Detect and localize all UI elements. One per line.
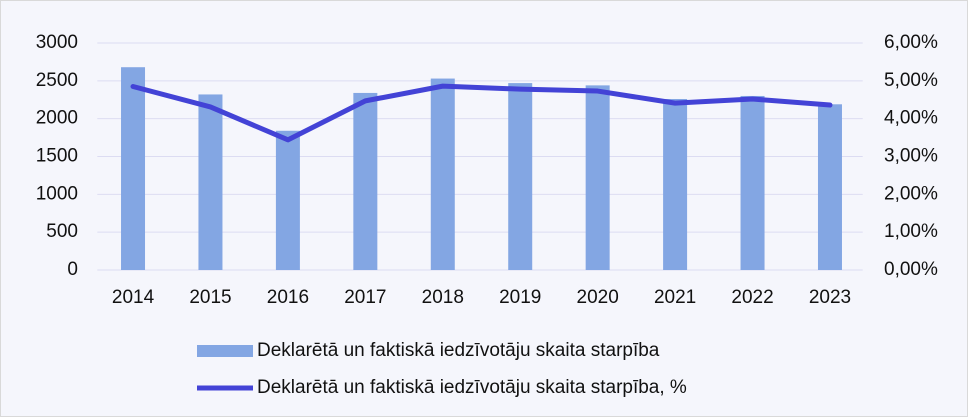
- x-tick-label: 2017: [344, 287, 386, 308]
- bar: [508, 83, 533, 270]
- y-tick-label: 0: [67, 259, 78, 280]
- legend-label: Deklarētā un faktiskā iedzīvotāju skaita…: [257, 340, 660, 361]
- x-tick-label: 2020: [577, 287, 619, 308]
- y2-tick-label: 0,00%: [884, 259, 938, 280]
- y-tick-label: 3000: [36, 32, 78, 53]
- bar: [353, 92, 378, 270]
- x-tick-label: 2014: [112, 287, 155, 308]
- bar: [817, 104, 842, 270]
- x-tick-label: 2023: [809, 287, 851, 308]
- y-tick-label: 2500: [36, 70, 78, 91]
- legend-label: Deklarētā un faktiskā iedzīvotāju skaita…: [257, 377, 687, 398]
- y2-tick-label: 5,00%: [884, 70, 938, 91]
- bar: [198, 94, 223, 270]
- y-tick-label: 2000: [36, 108, 78, 129]
- legend-swatch: [197, 345, 253, 357]
- bar: [663, 98, 688, 270]
- y2-tick-label: 3,00%: [884, 146, 938, 167]
- y2-tick-label: 2,00%: [884, 183, 938, 204]
- bar: [430, 78, 455, 271]
- bar: [740, 95, 765, 270]
- bar: [275, 130, 300, 270]
- y-tick-label: 1000: [36, 183, 78, 204]
- y2-tick-label: 1,00%: [884, 221, 938, 242]
- x-tick-label: 2016: [267, 287, 309, 308]
- y-tick-label: 1500: [36, 146, 78, 167]
- x-tick-label: 2018: [422, 287, 464, 308]
- line-series: [130, 83, 833, 143]
- bar: [121, 67, 146, 270]
- x-tick-label: 2019: [499, 287, 541, 308]
- bar: [585, 85, 610, 270]
- y-tick-label: 500: [46, 221, 78, 242]
- y2-tick-label: 6,00%: [884, 32, 938, 53]
- x-tick-label: 2021: [654, 287, 696, 308]
- y2-tick-label: 4,00%: [884, 108, 938, 129]
- x-tick-label: 2022: [731, 287, 773, 308]
- x-tick-label: 2015: [189, 287, 231, 308]
